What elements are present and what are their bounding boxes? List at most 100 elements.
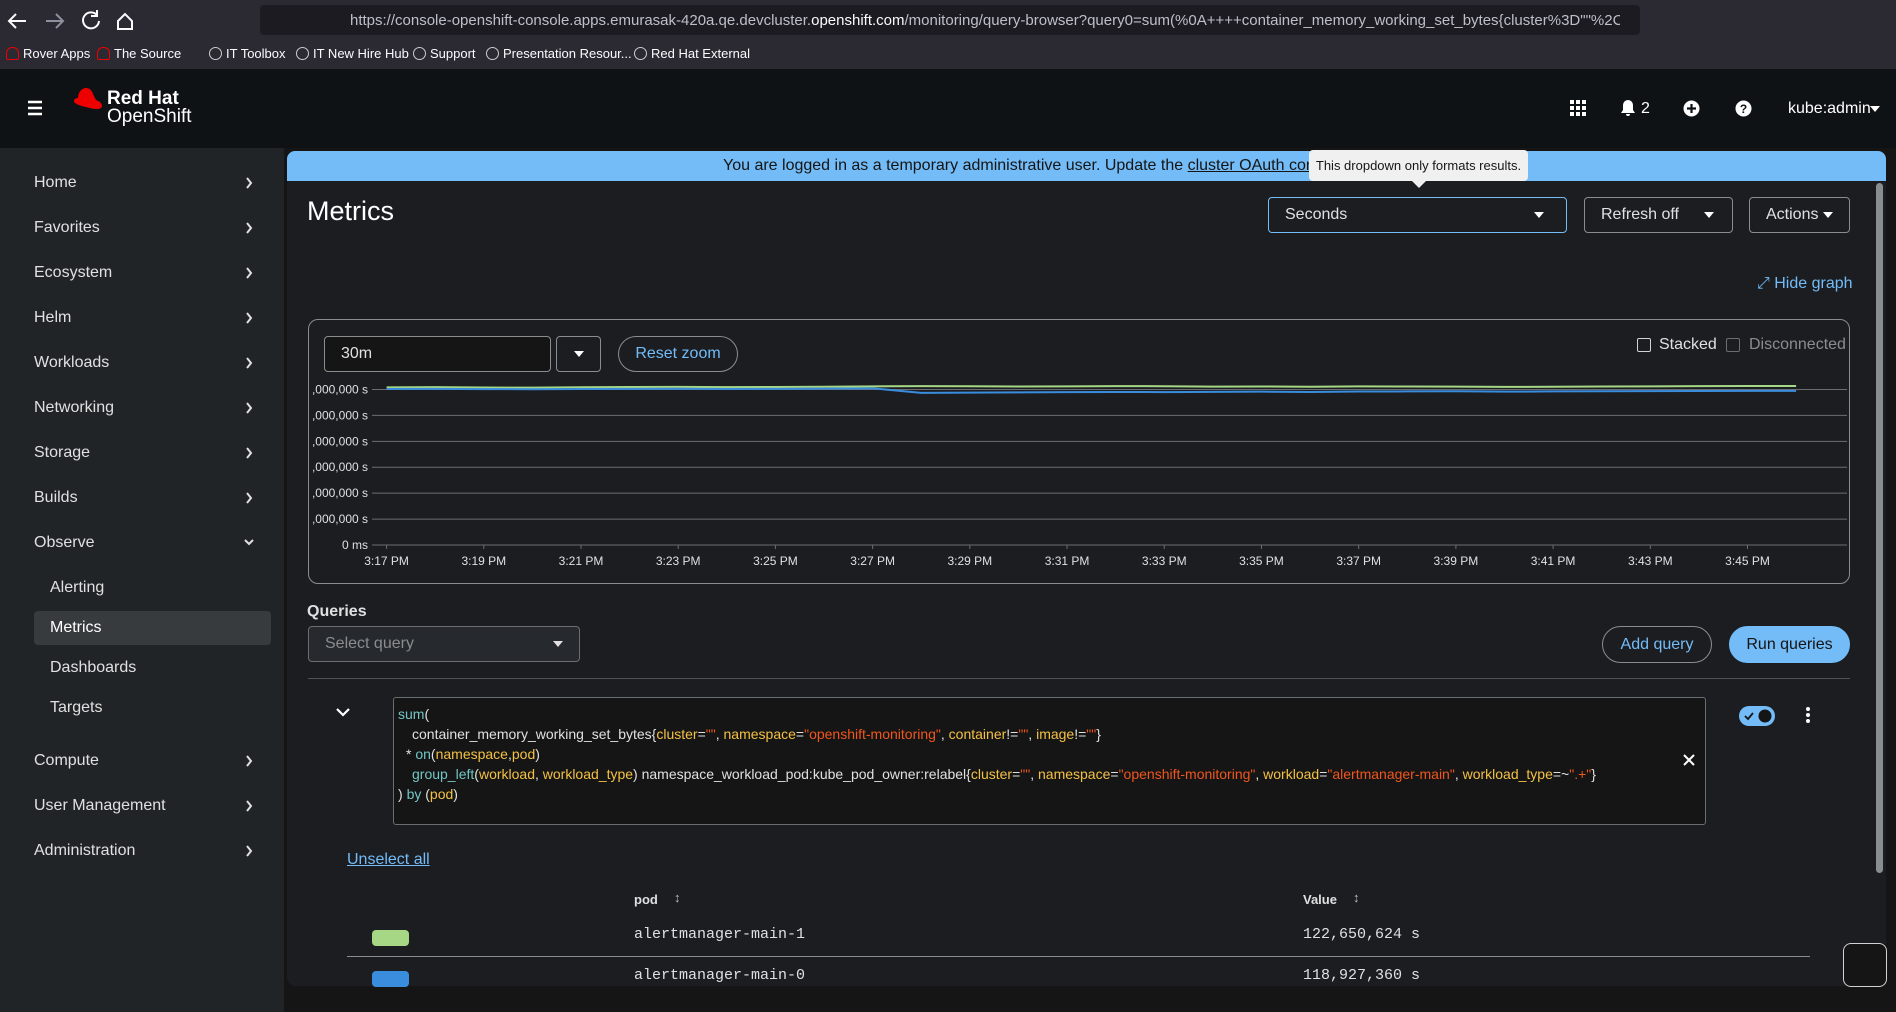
bookmark-label: Presentation Resour... bbox=[503, 46, 632, 61]
bookmark[interactable]: The Source bbox=[97, 46, 181, 61]
add-icon[interactable] bbox=[1683, 100, 1700, 117]
query-token: workload bbox=[478, 766, 535, 782]
query-token: ( bbox=[424, 706, 430, 722]
svg-text:?: ? bbox=[1740, 102, 1747, 116]
query-token: ) bbox=[535, 746, 540, 762]
x-tick-label: 3:31 PM bbox=[1045, 554, 1090, 568]
nav-item[interactable]: Workloads bbox=[34, 354, 110, 371]
nav-subitem[interactable]: Alerting bbox=[50, 579, 105, 596]
nav-item[interactable]: Builds bbox=[34, 489, 78, 506]
query-token: } bbox=[1096, 726, 1101, 742]
query-text: sum(container_memory_working_set_bytes{c… bbox=[398, 704, 1596, 804]
query-token: cluster bbox=[656, 726, 698, 742]
query-token: != bbox=[1006, 726, 1019, 742]
timespan-input[interactable]: 30m bbox=[324, 336, 551, 372]
query-token: pod bbox=[511, 746, 536, 762]
sort-icon: ↕ bbox=[674, 890, 681, 905]
hide-graph[interactable]: ⤢ Hide graph bbox=[1757, 275, 1853, 292]
brand: OpenShift bbox=[107, 106, 192, 127]
nav-item[interactable]: Helm bbox=[34, 309, 72, 326]
nav-item[interactable]: Ecosystem bbox=[34, 264, 113, 281]
clear-query[interactable] bbox=[1683, 754, 1695, 766]
y-tick-label: ,000,000 s bbox=[312, 512, 368, 526]
chevron bbox=[246, 312, 253, 324]
x-tick-label: 3:21 PM bbox=[559, 554, 604, 568]
run-queries-label: Run queries bbox=[1746, 635, 1833, 653]
query-token: ( bbox=[474, 766, 479, 782]
bookmark[interactable]: IT New Hire Hub bbox=[296, 46, 409, 61]
bookmark[interactable]: Support bbox=[413, 46, 476, 61]
nav-subitem[interactable]: Metrics bbox=[50, 619, 102, 636]
reset-zoom[interactable]: Reset zoom bbox=[618, 336, 738, 372]
x-tick-label: 3:41 PM bbox=[1531, 554, 1576, 568]
user-menu[interactable]: kube:admin bbox=[1788, 100, 1871, 117]
bookmark[interactable]: Rover Apps bbox=[6, 46, 90, 61]
query-token: sum bbox=[398, 706, 425, 722]
bell-icon[interactable] bbox=[1620, 99, 1636, 117]
series-swatch[interactable] bbox=[372, 930, 409, 946]
chevron bbox=[244, 539, 254, 546]
bookmark-icon bbox=[209, 47, 222, 60]
query-line: group_left(workload, workload_type) name… bbox=[398, 764, 1596, 784]
timespan-toggle[interactable] bbox=[556, 336, 601, 372]
bookmark[interactable]: Red Hat External bbox=[634, 46, 750, 61]
x-tick-label: 3:19 PM bbox=[461, 554, 506, 568]
add-query[interactable]: Add query bbox=[1602, 626, 1712, 663]
table-cell: 118,927,360 s bbox=[1303, 967, 1421, 984]
bookmark-label: IT New Hire Hub bbox=[313, 46, 409, 61]
actions-dropdown[interactable]: Actions bbox=[1749, 197, 1850, 233]
nav-item[interactable]: Administration bbox=[34, 842, 136, 859]
y-tick-label: ,000,000 s bbox=[312, 486, 368, 500]
nav-item[interactable]: User Management bbox=[34, 797, 166, 814]
select-query[interactable]: Select query bbox=[308, 626, 580, 662]
masthead bbox=[0, 69, 1896, 148]
kebab[interactable] bbox=[1805, 706, 1811, 724]
query-token: ) bbox=[398, 786, 407, 802]
nav-item[interactable]: Compute bbox=[34, 752, 99, 769]
nav-item[interactable]: Observe bbox=[34, 534, 95, 551]
query-token: container bbox=[948, 726, 1007, 742]
units-dropdown[interactable]: Seconds bbox=[1268, 197, 1567, 233]
nav-subitem[interactable]: Targets bbox=[50, 699, 103, 716]
url-bar[interactable] bbox=[260, 5, 1640, 35]
bookmark-label: The Source bbox=[114, 46, 182, 61]
series-line bbox=[386, 387, 1797, 394]
query-line: sum( bbox=[398, 704, 1596, 724]
notification-count[interactable]: 2 bbox=[1641, 100, 1650, 117]
stacked-checkbox[interactable] bbox=[1637, 338, 1651, 352]
query-token: workload_type bbox=[542, 766, 634, 782]
bookmark-icon bbox=[413, 47, 426, 60]
collapse-toggle[interactable] bbox=[336, 708, 350, 718]
x-tick-label: 3:25 PM bbox=[753, 554, 798, 568]
nav-item[interactable]: Networking bbox=[34, 399, 115, 416]
assistant-button[interactable] bbox=[1843, 943, 1887, 987]
run-queries[interactable]: Run queries bbox=[1729, 626, 1850, 663]
nav-subitem[interactable]: Dashboards bbox=[50, 659, 137, 676]
url: https://console-openshift-console.apps.e… bbox=[350, 12, 812, 29]
query-token: != bbox=[1074, 726, 1087, 742]
query-token: = bbox=[1012, 766, 1021, 782]
query-editor[interactable] bbox=[393, 697, 1706, 825]
query-switch[interactable] bbox=[1739, 706, 1775, 726]
series-swatch[interactable] bbox=[372, 971, 409, 987]
query-token: = bbox=[795, 726, 805, 742]
brand: Red Hat bbox=[107, 88, 179, 109]
bookmark[interactable]: Presentation Resour... bbox=[486, 46, 632, 61]
nav-item[interactable]: Favorites bbox=[34, 219, 100, 236]
column-header[interactable]: pod bbox=[634, 892, 658, 907]
chevron bbox=[246, 845, 253, 857]
bookmark[interactable]: IT Toolbox bbox=[209, 46, 286, 61]
query-line: container_memory_working_set_bytes{clust… bbox=[398, 724, 1596, 744]
chart: 0 ms ,000,000 s ,000,000 s ,000,000 s ,000,0… bbox=[312, 382, 1847, 568]
help-icon[interactable]: ? bbox=[1735, 100, 1752, 117]
column-header[interactable]: Value bbox=[1303, 892, 1337, 907]
apps-icon[interactable] bbox=[1570, 100, 1586, 116]
nav-item[interactable]: Home bbox=[34, 174, 77, 191]
refresh-dropdown[interactable]: Refresh off bbox=[1584, 197, 1733, 233]
query-token: * bbox=[406, 746, 416, 762]
bookmark-icon bbox=[97, 47, 110, 60]
nav-item[interactable]: Storage bbox=[34, 444, 91, 461]
query-token: namespace bbox=[723, 726, 796, 742]
hamburger[interactable] bbox=[26, 100, 46, 116]
unselect-all[interactable]: Unselect all bbox=[347, 851, 430, 868]
